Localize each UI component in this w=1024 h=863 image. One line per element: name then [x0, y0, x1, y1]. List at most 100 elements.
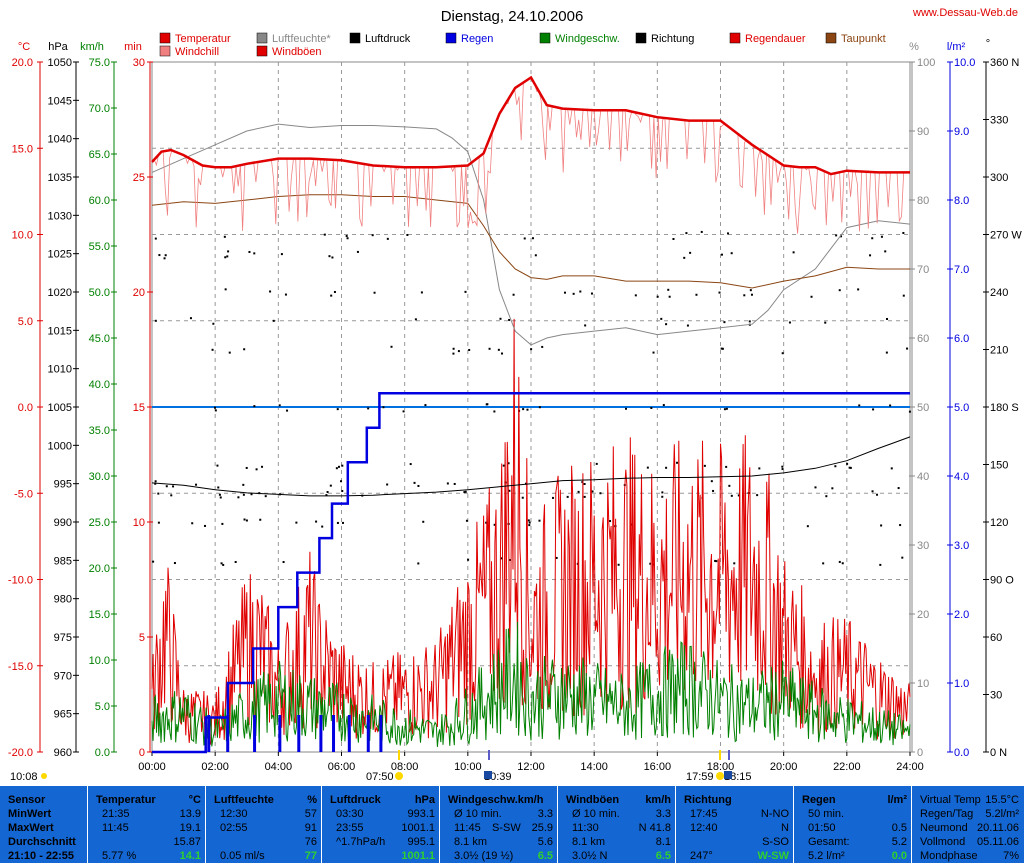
direction-point: [373, 291, 376, 294]
rain-bar: [226, 715, 230, 752]
axis-tick-min: 0: [139, 747, 145, 759]
direction-point: [243, 518, 246, 521]
row-value: 7%: [1003, 850, 1019, 862]
direction-point: [886, 317, 889, 320]
time-tick: 22:00: [833, 761, 861, 773]
table-row: 247° W-SW: [676, 850, 793, 863]
column-unit: km/h: [645, 794, 671, 806]
time-tick: 00:00: [138, 761, 166, 773]
table-row: Mondphase 7%: [912, 850, 1023, 863]
row-value: 3.3: [537, 808, 553, 820]
row-time: Vollmond: [920, 836, 966, 848]
row-value: 77: [304, 850, 317, 862]
direction-point: [579, 290, 582, 293]
axis-tick-rain: 4.0: [954, 471, 969, 483]
row-value: N 41.8: [638, 822, 671, 834]
direction-point: [880, 235, 883, 238]
direction-point: [329, 484, 332, 487]
direction-point: [902, 294, 905, 297]
unit-press: hPa: [48, 41, 68, 53]
direction-point: [566, 495, 569, 498]
row-time: 5.2 l/m²: [808, 850, 845, 862]
direction-point: [609, 520, 612, 523]
direction-point: [245, 519, 248, 522]
rain-bar: [379, 715, 383, 752]
table-column: Sensor MinWert MaxWert Durchschnitt 21:10 - …: [0, 786, 88, 863]
axis-tick-hum: 60: [917, 333, 929, 345]
direction-point: [165, 485, 168, 488]
row-time: 3.0½ N: [572, 850, 608, 862]
direction-point: [282, 561, 285, 564]
axis-tick-temp: -5.0: [14, 488, 33, 500]
marker-moonrise: 10:08: [10, 771, 38, 783]
table-row: 21:10 - 22:55: [0, 850, 87, 863]
time-tick: 12:00: [517, 761, 545, 773]
direction-point: [465, 519, 468, 522]
column-unit: l/m²: [887, 794, 907, 806]
direction-point: [617, 563, 620, 566]
direction-point: [237, 496, 240, 499]
direction-point: [661, 495, 664, 498]
table-row: 5.77 % 14.1: [88, 850, 205, 863]
direction-point: [871, 237, 874, 240]
direction-point: [652, 351, 655, 354]
axis-tick-rain: 1.0: [954, 678, 969, 690]
direction-point: [154, 480, 157, 483]
legend-label: Windchill: [175, 46, 219, 58]
direction-point: [723, 321, 726, 324]
direction-point: [414, 318, 417, 321]
row-time: Regen/Tag: [920, 808, 974, 820]
direction-point: [333, 290, 336, 293]
direction-point: [189, 317, 192, 320]
table-row: 17:45 N-NO: [676, 808, 793, 821]
direction-point: [325, 494, 328, 497]
column-head: Windgeschw.km/h: [448, 794, 544, 806]
direction-point: [464, 290, 467, 293]
direction-point: [806, 525, 809, 528]
direction-point: [884, 250, 887, 253]
direction-point: [413, 481, 416, 484]
time-tick: 18:00: [707, 761, 735, 773]
row-value: 19.1: [179, 822, 201, 834]
table-row: MinWert: [0, 808, 87, 821]
direction-point: [457, 350, 460, 353]
table-column: Windböen km/h Ø 10 min. 3.3 11:30 N 41.8 8.1 k…: [558, 786, 676, 863]
axis-tick-press: 975: [54, 632, 72, 644]
direction-point: [259, 518, 262, 521]
direction-point: [341, 464, 344, 467]
rain-bar: [207, 715, 211, 752]
table-column: Virtual Temp 15.5°C Regen/Tag 5.2l/m² Neumon…: [912, 786, 1023, 863]
direction-point: [485, 521, 488, 524]
direction-point: [221, 522, 224, 525]
direction-point: [721, 347, 724, 350]
direction-point: [555, 556, 558, 559]
unit-temp: °C: [18, 41, 30, 53]
axis-tick-hum: 40: [917, 471, 929, 483]
axis-tick-press: 1040: [48, 134, 72, 146]
direction-point: [838, 289, 841, 292]
direction-point: [577, 490, 580, 493]
direction-point: [825, 495, 828, 498]
direction-point: [781, 352, 784, 355]
time-tick: 24:00: [896, 761, 924, 773]
site-label: www.Dessau-Web.de: [912, 7, 1018, 19]
axis-tick-wind: 55.0: [89, 241, 110, 253]
axis-tick-temp: 15.0: [12, 143, 33, 155]
direction-point: [214, 406, 217, 409]
chart-title: Dienstag, 24.10.2006: [441, 8, 584, 25]
direction-point: [453, 482, 456, 485]
direction-point: [227, 250, 230, 253]
moon-icon: [41, 773, 47, 779]
table-column: Regen l/m² 50 min. 01:50 0.5 Gesamt: 5.2 5.2 l/…: [794, 786, 912, 863]
axis-tick-temp: -10.0: [8, 575, 33, 587]
axis-tick-wind: 70.0: [89, 103, 110, 115]
direction-point: [660, 317, 663, 320]
direction-point: [730, 494, 733, 497]
unit-wind: km/h: [80, 41, 104, 53]
table-row: 1001.1: [322, 850, 439, 863]
direction-point: [500, 557, 503, 560]
direction-point: [218, 493, 221, 496]
direction-point: [278, 404, 281, 407]
axis-tick-rain: 6.0: [954, 333, 969, 345]
row-value: 20.11.06: [976, 822, 1019, 834]
